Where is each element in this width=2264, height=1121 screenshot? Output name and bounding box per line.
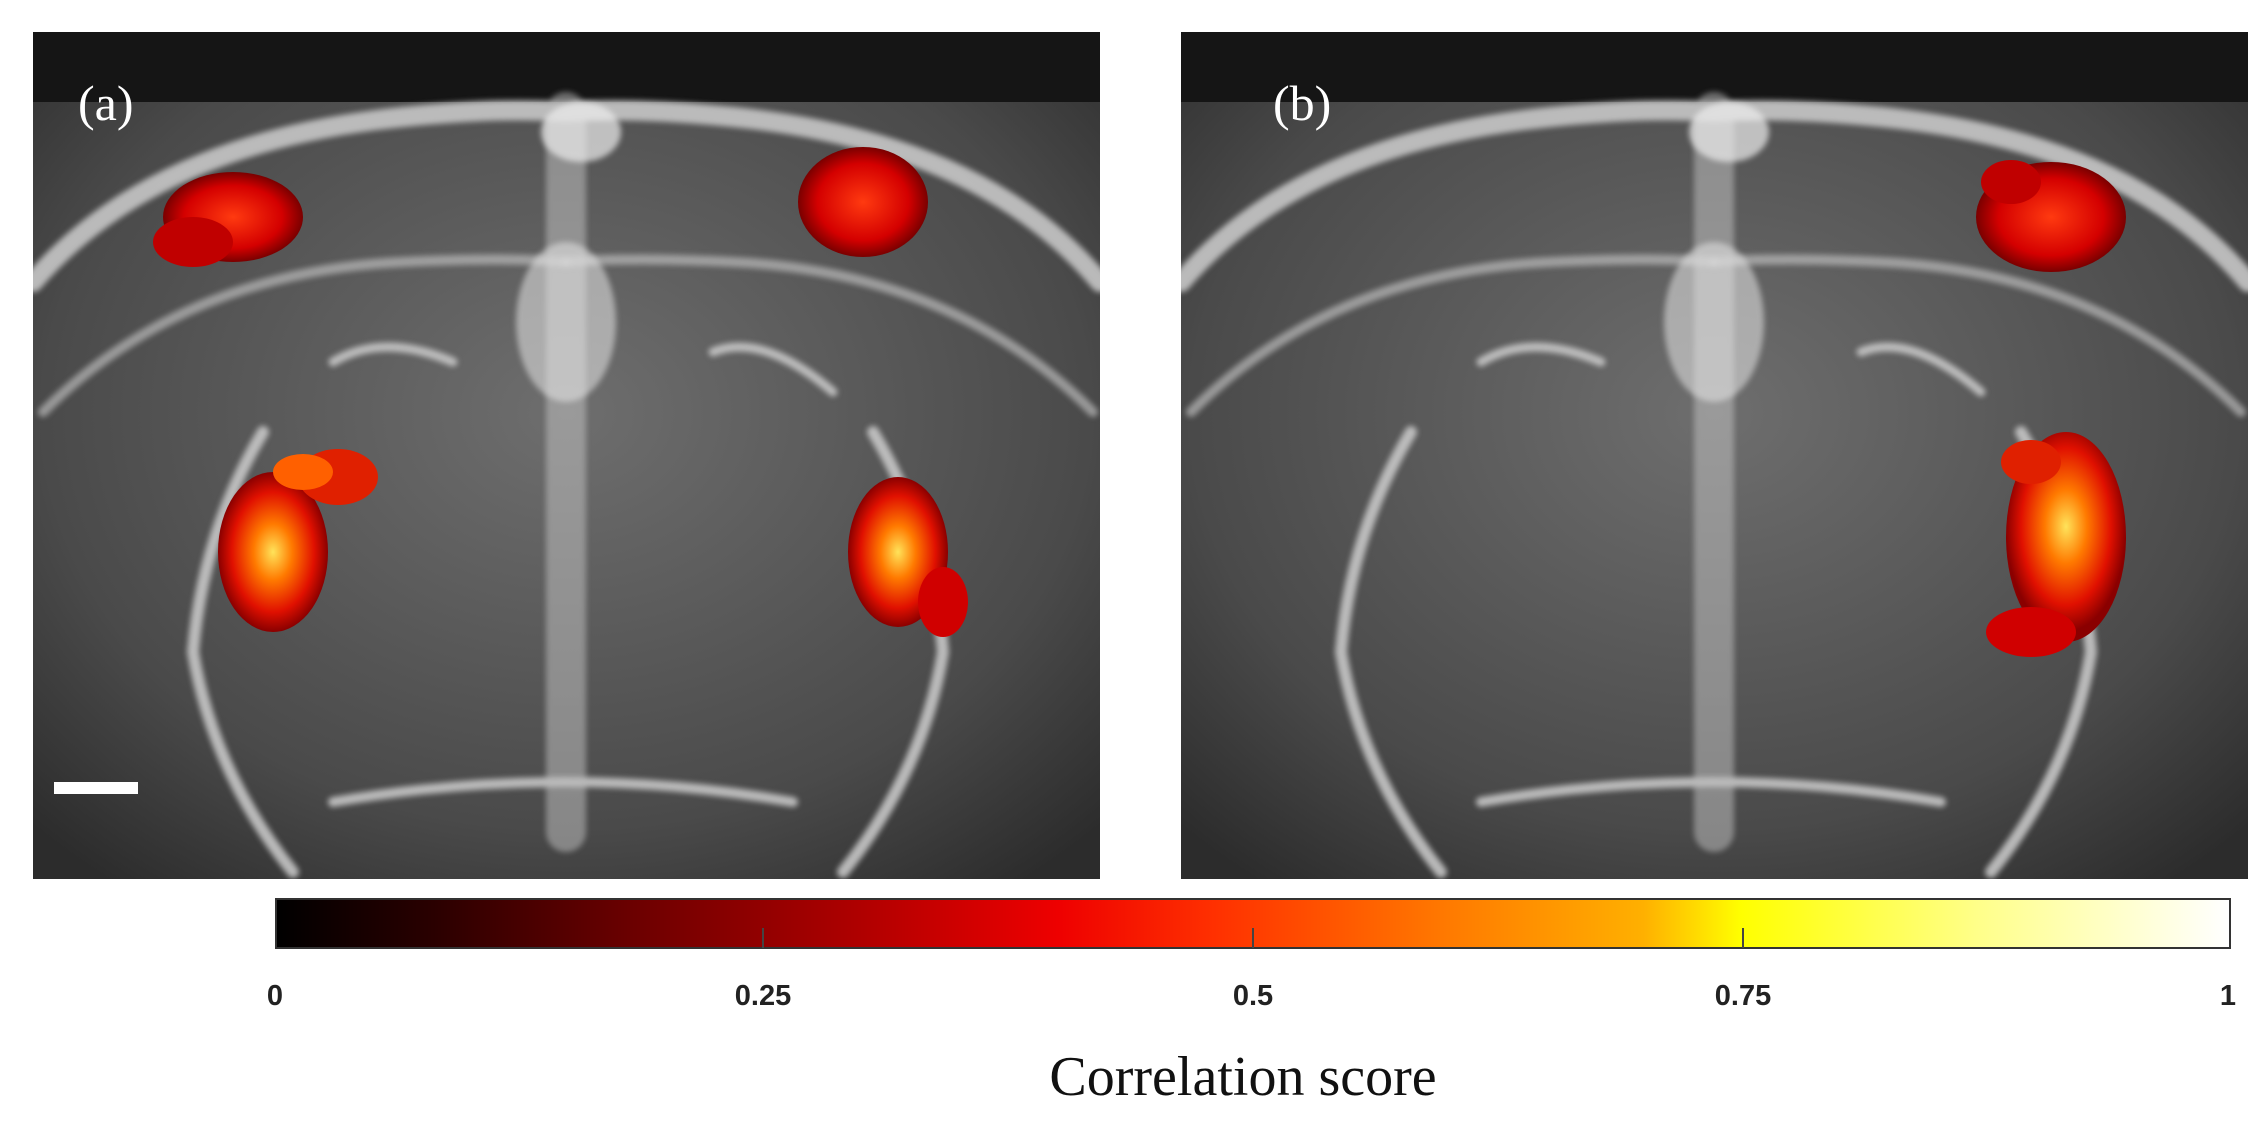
colorbar-tick-label: 0 (266, 980, 284, 1012)
panel-label: (a) (78, 75, 134, 131)
activation-cluster-a-right-deep (848, 477, 968, 637)
activation-cluster-b-right-cortex (1976, 160, 2126, 272)
activation-cluster-a-left-deep (218, 449, 378, 632)
brain-vascular-image-a (33, 32, 1100, 879)
scale-bar (54, 782, 138, 794)
brain-image-panel-a: (a) (33, 32, 1100, 879)
activation-cluster-b-right-deep (1986, 432, 2126, 657)
panel-label: (b) (1273, 75, 1332, 131)
colorbar-tick-label: 0.25 (734, 980, 792, 1012)
brain-vascular-image-b (1181, 32, 2248, 879)
colorbar-tick (1252, 928, 1254, 948)
colorbar-tick (1742, 928, 1744, 948)
colorbar-tick-label: 0.5 (1232, 980, 1274, 1012)
activation-cluster-a-right-cortex (798, 147, 928, 257)
colorbar-tick (762, 928, 764, 948)
colorbar-tick-label: 1 (2219, 980, 2237, 1012)
activation-cluster-a-left-cortex (153, 172, 303, 267)
colorbar-title: Correlation score (1049, 1046, 1437, 1108)
brain-image-panel-b: (b) (1181, 32, 2248, 879)
colorbar-tick-label: 0.75 (1714, 980, 1772, 1012)
